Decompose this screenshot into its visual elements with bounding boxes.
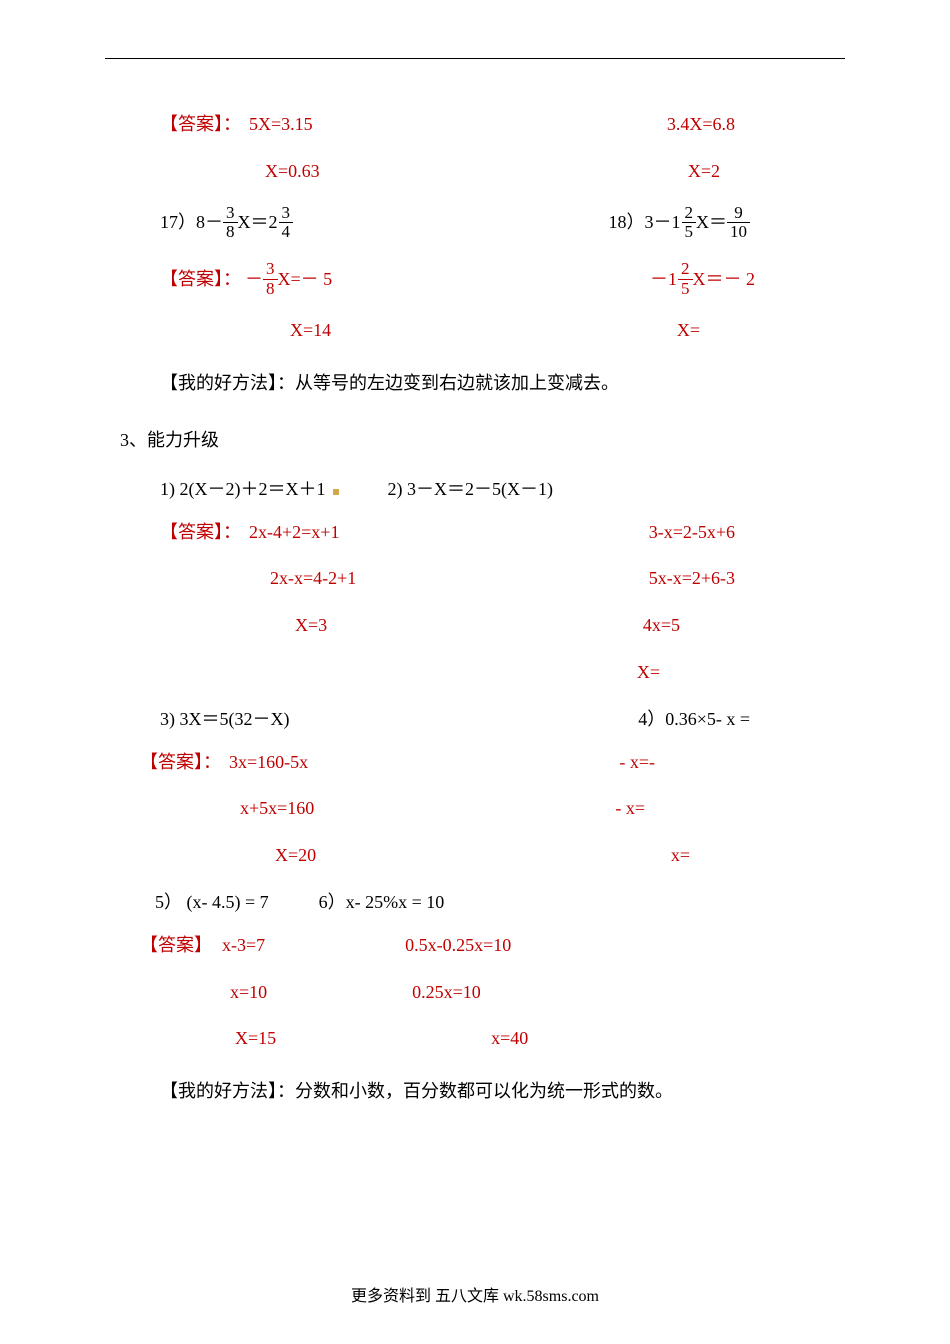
q18: 18）3－ 1 2 5 X＝ 9 10	[609, 204, 851, 242]
a1-3: X=3	[295, 611, 327, 640]
a1-2: 2x-x=4-2+1	[270, 564, 356, 593]
a1-row-1: 【答案】： 2x-4+2=x+1 3-x=2-5x+6	[160, 518, 850, 547]
a3-row-3: X=20 x=	[110, 841, 850, 870]
q17-mid: X＝	[238, 208, 269, 237]
ans-row-1: 【答案】： 5X=3.15 3.4X=6.8	[160, 110, 850, 139]
a6-2: 0.25x=10	[412, 978, 481, 1007]
ans-label-5: 【答案】	[140, 931, 212, 960]
q18-mixed: 1 2 5	[672, 204, 697, 242]
a17-a18-row: 【答案】： － 3 8 X=－ 5 － 1 2 5 X＝－ 2	[160, 260, 850, 298]
q18-frac: 9 10	[727, 204, 750, 242]
a18-mixed-num: 2	[678, 260, 693, 280]
q4: 4）0.36×5- x =	[638, 705, 850, 734]
q1: 1) 2(X－2)＋2＝X＋1	[160, 475, 325, 504]
page-footer: 更多资料到 五八文库 wk.58sms.com	[0, 1282, 950, 1306]
ans-1-left: 5X=3.15	[249, 110, 313, 139]
a5-2: x=10	[230, 978, 267, 1007]
q18-mid: X＝	[696, 208, 727, 237]
page-content: 【答案】： 5X=3.15 3.4X=6.8 X=0.63 X=2 17）8－ …	[110, 110, 850, 1106]
q5: 5） (x- 4.5) = 7	[155, 888, 269, 917]
a17-prefix: －	[245, 265, 263, 294]
q18-whole: 1	[672, 208, 681, 237]
q17-frac-den: 8	[223, 223, 238, 242]
a5-row-1: 【答案】 x-3=7 0.5x-0.25x=10	[140, 931, 850, 960]
q3: 3) 3X＝5(32－X)	[160, 705, 289, 734]
a17: － 3 8 X=－ 5	[245, 260, 332, 298]
a2-4: X=	[637, 658, 850, 687]
ans-label-3: 【答案】：	[160, 518, 241, 547]
top-rule	[105, 58, 845, 59]
q18-mixed-den: 5	[682, 223, 697, 242]
a4-3: x=	[671, 841, 850, 870]
q17: 17）8－ 3 8 X＝ 2 3 4	[160, 204, 293, 242]
a17-suffix: X=－ 5	[278, 265, 333, 294]
a17-frac-num: 3	[263, 260, 278, 280]
q18-prefix: 18）3－	[609, 208, 672, 237]
a4-2: - x=	[615, 794, 850, 823]
ans-1-right: 3.4X=6.8	[667, 110, 850, 139]
q6: 6）x- 25%x = 10	[319, 888, 445, 917]
q18-frac-num: 9	[727, 204, 750, 224]
q18-mixed-frac: 2 5	[682, 204, 697, 242]
a1-1: 2x-4+2=x+1	[249, 518, 339, 547]
a1-row-3: X=3 4x=5	[110, 611, 850, 640]
q17-mixed: 2 3 4	[269, 204, 294, 242]
a18-suffix: X＝－ 2	[693, 265, 756, 294]
a2-2: 5x-x=2+6-3	[649, 564, 850, 593]
accent-dot	[333, 489, 339, 495]
a18-mixed-frac: 2 5	[678, 260, 693, 298]
a2-1: 3-x=2-5x+6	[649, 518, 850, 547]
a5-row-3: X=15 x=40	[110, 1024, 850, 1053]
method-2: 【我的好方法】：分数和小数，百分数都可以化为统一形式的数。	[160, 1077, 850, 1106]
a3-1: 3x=160-5x	[229, 748, 308, 777]
a5-row-2: x=10 0.25x=10	[110, 978, 850, 1007]
q2: 2) 3－X＝2－5(X－1)	[387, 475, 552, 504]
a3-3: X=20	[275, 841, 316, 870]
a6-1: 0.5x-0.25x=10	[405, 931, 511, 960]
a3-2: x+5x=160	[240, 794, 314, 823]
q1-q2-row: 1) 2(X－2)＋2＝X＋1 2) 3－X＝2－5(X－1)	[160, 475, 850, 504]
a17-frac: 3 8	[263, 260, 278, 298]
answer-label: 【答案】：	[160, 110, 241, 139]
ans-2-right: X=2	[688, 157, 850, 186]
q17-frac: 3 8	[223, 204, 238, 242]
q17-q18-row: 17）8－ 3 8 X＝ 2 3 4 18）3－ 1 2 5	[160, 204, 850, 242]
section3-title: 3、能力升级	[120, 426, 850, 455]
q17-whole: 2	[269, 208, 278, 237]
a3-row-2: x+5x=160 - x=	[110, 794, 850, 823]
a17-a18-final: X=14 X=	[110, 316, 850, 345]
q18-frac-den: 10	[727, 223, 750, 242]
a1-row-4: X=	[110, 658, 850, 687]
ans-2-left: X=0.63	[265, 157, 320, 186]
q17-mixed-den: 4	[279, 223, 294, 242]
a18-mixed: 1 2 5	[668, 260, 693, 298]
a18: － 1 2 5 X＝－ 2	[650, 260, 850, 298]
q17-mixed-frac: 3 4	[279, 204, 294, 242]
a18-mixed-den: 5	[678, 280, 693, 299]
a4-1: - x=-	[619, 748, 850, 777]
a2-3: 4x=5	[643, 611, 850, 640]
method-1: 【我的好方法】：从等号的左边变到右边就该加上变减去。	[160, 369, 850, 398]
a17-final: X=14	[290, 316, 331, 345]
answer-label-2: 【答案】：	[160, 265, 241, 294]
a6-3: x=40	[491, 1024, 528, 1053]
q17-mixed-num: 3	[279, 204, 294, 224]
a17-frac-den: 8	[263, 280, 278, 299]
q18-mixed-num: 2	[682, 204, 697, 224]
a18-whole: 1	[668, 265, 677, 294]
a18-prefix: －	[650, 265, 668, 294]
a1-row-2: 2x-x=4-2+1 5x-x=2+6-3	[110, 564, 850, 593]
q3-q4-row: 3) 3X＝5(32－X) 4）0.36×5- x =	[160, 705, 850, 734]
a18-final: X=	[677, 316, 850, 345]
a5-1: x-3=7	[222, 931, 265, 960]
ans-row-2: X=0.63 X=2	[110, 157, 850, 186]
a3-row-1: 【答案】： 3x=160-5x - x=-	[140, 748, 850, 777]
ans-label-4: 【答案】：	[140, 748, 221, 777]
q17-prefix: 17）8－	[160, 208, 223, 237]
q5-q6-row: 5） (x- 4.5) = 7 6）x- 25%x = 10	[155, 888, 850, 917]
q17-frac-num: 3	[223, 204, 238, 224]
a5-3: X=15	[235, 1024, 276, 1053]
